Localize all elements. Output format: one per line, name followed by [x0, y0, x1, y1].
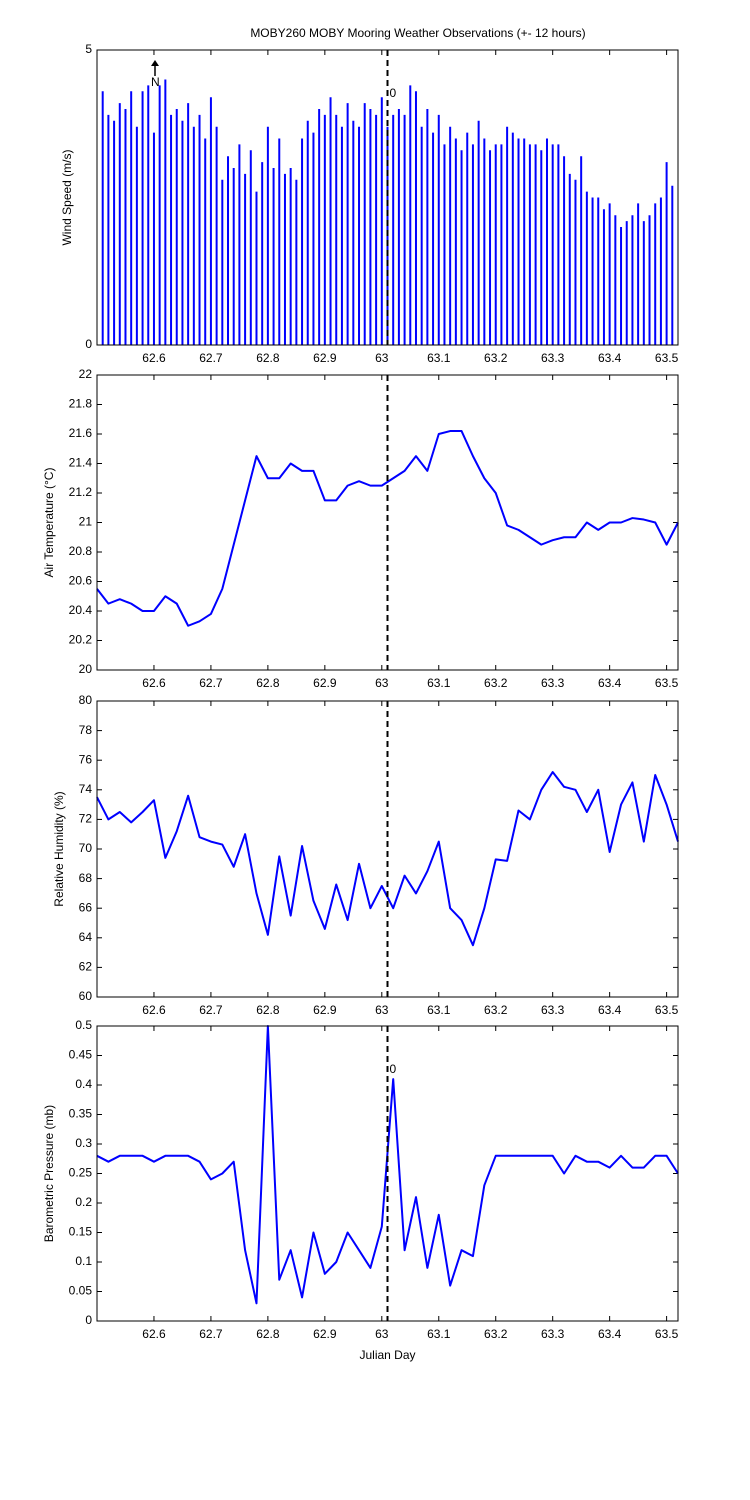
y-tick-label: 60	[79, 989, 93, 1003]
data-line	[96, 1025, 679, 1305]
x-tick-label: 62.9	[313, 351, 337, 365]
x-tick-label: 63	[375, 351, 389, 365]
y-tick-label: 66	[79, 900, 93, 914]
x-tick-label: 62.9	[313, 676, 337, 690]
y-tick-label: 21.2	[69, 485, 93, 499]
x-tick-label: 62.8	[256, 1003, 280, 1017]
y-tick-label: 21.6	[69, 426, 93, 440]
y-tick-label: 20	[79, 662, 93, 676]
x-tick-label: 62.7	[199, 676, 223, 690]
y-tick-label: 0.45	[69, 1048, 93, 1062]
x-tick-label: 63.4	[598, 1003, 622, 1017]
x-tick-label: 63.1	[427, 351, 451, 365]
y-tick-label: 20.4	[69, 603, 93, 617]
x-tick-label: 63	[375, 1003, 389, 1017]
y-tick-label: 70	[79, 841, 93, 855]
y-tick-label: 0.1	[75, 1254, 92, 1268]
x-tick-label: 63.2	[484, 676, 508, 690]
marker-label: 0	[390, 86, 397, 100]
x-tick-label: 63.5	[655, 676, 679, 690]
axes-frame	[96, 374, 679, 671]
x-axis-label: Julian Day	[359, 1348, 415, 1362]
x-tick-label: 63	[375, 1327, 389, 1341]
y-tick-label: 0.15	[69, 1225, 93, 1239]
y-tick-label: 76	[79, 752, 93, 766]
y-tick-label: 64	[79, 930, 93, 944]
y-tick-label: 74	[79, 782, 93, 796]
axes-frame	[96, 1025, 679, 1322]
y-tick-label: 21.8	[69, 397, 93, 411]
y-tick-label: 68	[79, 871, 93, 885]
y-tick-label: 20.8	[69, 544, 93, 558]
y-tick-label: 0	[85, 337, 92, 351]
x-tick-label: 62.6	[142, 1003, 166, 1017]
data-line	[96, 771, 679, 947]
x-tick-label: 63.2	[484, 1327, 508, 1341]
x-tick-label: 62.8	[256, 351, 280, 365]
y-tick-label: 21.4	[69, 456, 93, 470]
x-tick-label: 63.5	[655, 1327, 679, 1341]
plot-area	[97, 701, 678, 997]
y-axis-label: Air Temperature (°C)	[42, 468, 56, 578]
x-tick-label: 62.9	[313, 1327, 337, 1341]
y-tick-label: 80	[79, 693, 93, 707]
x-tick-label: 62.8	[256, 676, 280, 690]
y-tick-label: 20.6	[69, 574, 93, 588]
x-tick-label: 63.3	[541, 351, 565, 365]
y-tick-label: 5	[85, 42, 92, 56]
x-tick-label: 63.2	[484, 1003, 508, 1017]
y-tick-label: 62	[79, 960, 93, 974]
y-axis-label: Relative Humidity (%)	[52, 791, 66, 906]
y-tick-label: 72	[79, 812, 93, 826]
y-axis-label: Barometric Pressure (mb)	[42, 1105, 56, 1242]
y-tick-label: 20.2	[69, 633, 93, 647]
y-tick-label: 0.35	[69, 1107, 93, 1121]
x-tick-label: 62.7	[199, 1003, 223, 1017]
north-label: N	[151, 75, 160, 89]
x-tick-label: 63.5	[655, 351, 679, 365]
x-tick-label: 62.6	[142, 676, 166, 690]
x-tick-label: 62.9	[313, 1003, 337, 1017]
x-tick-label: 63.2	[484, 351, 508, 365]
north-arrowhead	[151, 60, 159, 66]
x-tick-label: 63.3	[541, 1327, 565, 1341]
y-tick-label: 0.05	[69, 1284, 93, 1298]
y-tick-label: 78	[79, 723, 93, 737]
x-tick-label: 63.4	[598, 351, 622, 365]
x-tick-label: 63.3	[541, 1003, 565, 1017]
x-tick-label: 63.4	[598, 676, 622, 690]
x-tick-label: 63.5	[655, 1003, 679, 1017]
y-tick-label: 22	[79, 367, 93, 381]
y-tick-label: 0.25	[69, 1166, 93, 1180]
x-tick-label: 62.7	[199, 1327, 223, 1341]
x-tick-label: 63.4	[598, 1327, 622, 1341]
x-tick-label: 62.7	[199, 351, 223, 365]
data-line	[96, 430, 679, 627]
x-tick-label: 63	[375, 676, 389, 690]
marker-label: 0	[390, 1062, 397, 1076]
y-tick-label: 21	[79, 515, 93, 529]
axes-frame	[96, 700, 679, 998]
y-tick-label: 0.4	[75, 1077, 92, 1091]
x-tick-label: 62.6	[142, 1327, 166, 1341]
axes-frame	[96, 49, 679, 346]
x-tick-label: 63.1	[427, 676, 451, 690]
x-tick-label: 62.8	[256, 1327, 280, 1341]
y-tick-label: 0.5	[75, 1018, 92, 1032]
x-tick-label: 63.1	[427, 1003, 451, 1017]
y-tick-label: 0.2	[75, 1195, 92, 1209]
y-tick-label: 0.3	[75, 1136, 92, 1150]
x-tick-label: 63.3	[541, 676, 565, 690]
x-tick-label: 62.6	[142, 351, 166, 365]
chart-title: MOBY260 MOBY Mooring Weather Observation…	[250, 26, 585, 40]
y-tick-label: 0	[85, 1313, 92, 1327]
x-tick-label: 63.1	[427, 1327, 451, 1341]
y-axis-label: Wind Speed (m/s)	[60, 149, 74, 245]
